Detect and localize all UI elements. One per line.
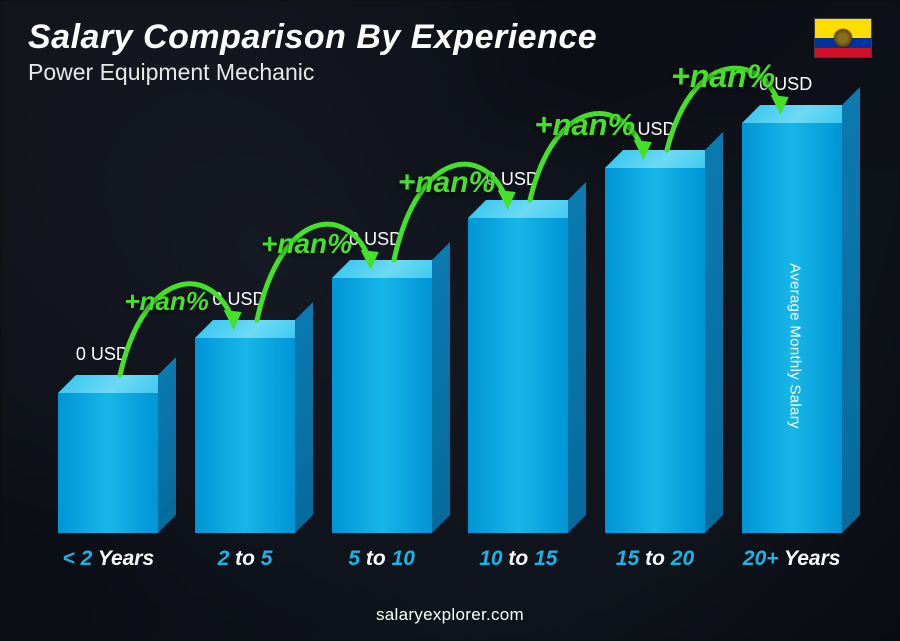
y-axis-title: Average Monthly Salary (787, 263, 804, 429)
flag-emblem (834, 29, 852, 47)
x-axis-label: 5 to 10 (313, 547, 450, 571)
bar-front (605, 168, 705, 533)
bar (332, 278, 432, 533)
delta-label: +nan% (671, 58, 775, 95)
bar-side-face (568, 182, 586, 533)
flag-stripe-red (815, 48, 871, 58)
bar-side-face (842, 87, 860, 533)
bar-side-face (705, 132, 723, 533)
bar (468, 218, 568, 533)
bar-slot: 0 USD (40, 393, 177, 533)
bar-slot: 0 USD+nan% (177, 338, 314, 533)
bar-side-face (295, 302, 313, 533)
bar-front (58, 393, 158, 533)
bar-value-label: 0 USD (212, 289, 265, 310)
delta-label: +nan% (261, 228, 352, 260)
bar-side-face (432, 242, 450, 533)
page-title: Salary Comparison By Experience (28, 18, 814, 57)
container: Salary Comparison By Experience Power Eq… (0, 0, 900, 641)
delta-label: +nan% (534, 107, 635, 143)
bar-front (468, 218, 568, 533)
bar-slot: 0 USD+nan% (587, 168, 724, 533)
x-axis-label: 10 to 15 (450, 547, 587, 571)
flag-icon (814, 18, 872, 58)
x-axis-label: 20+ Years (723, 547, 860, 571)
bar (605, 168, 705, 533)
bar-slot: 0 USD+nan% (313, 278, 450, 533)
bar (58, 393, 158, 533)
x-axis-label: < 2 Years (40, 547, 177, 571)
footer-site: salaryexplorer.com (0, 605, 900, 641)
bar-group: 0 USD0 USD+nan%0 USD+nan%0 USD+nan%0 USD… (40, 103, 860, 533)
x-axis-label: 2 to 5 (177, 547, 314, 571)
chart-area: 0 USD0 USD+nan%0 USD+nan%0 USD+nan%0 USD… (40, 86, 860, 605)
bar-value-label: 0 USD (76, 344, 129, 365)
bar-slot: 0 USD+nan% (450, 218, 587, 533)
bar-front (195, 338, 295, 533)
x-axis-label: 15 to 20 (587, 547, 724, 571)
bar-front (332, 278, 432, 533)
delta-label: +nan% (398, 166, 496, 200)
x-axis-labels: < 2 Years2 to 55 to 1010 to 1515 to 2020… (40, 547, 860, 571)
delta-label: +nan% (124, 286, 209, 317)
bar (195, 338, 295, 533)
bar-value-label: 0 USD (349, 229, 402, 250)
bar-side-face (158, 357, 176, 533)
